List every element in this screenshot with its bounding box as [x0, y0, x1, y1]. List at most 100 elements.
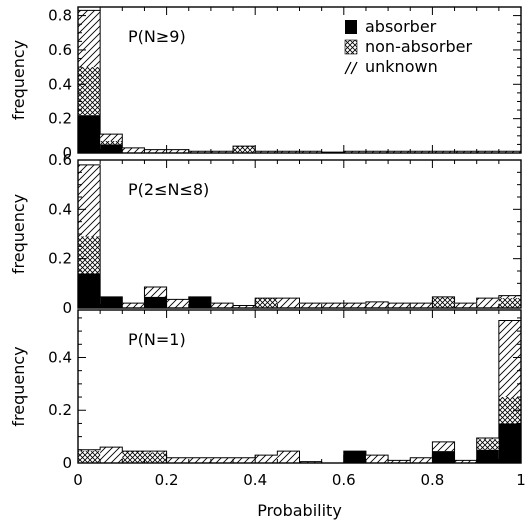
bar-unknown-p3-bin19	[498, 320, 521, 398]
bar-non-absorber-p3-bin3	[144, 452, 167, 463]
x-tick-label: 0.4	[243, 471, 267, 489]
y-axis-label-p1: frequency	[9, 40, 28, 120]
bar-unknown-p3-bin15	[410, 457, 433, 463]
bar-unknown-p2-bin15	[410, 303, 433, 308]
bar-non-absorber-p2-bin16	[432, 296, 455, 308]
x-tick-label: 0	[73, 471, 83, 489]
bar-absorber-p3-bin19	[498, 423, 521, 463]
x-tick-label: 1	[516, 471, 526, 489]
bar-absorber-p2-bin1	[100, 296, 123, 308]
bar-unknown-p2-bin2	[122, 303, 145, 308]
histogram-outline-p2	[77, 164, 522, 308]
bar-unknown-p2-bin0	[78, 164, 101, 237]
bar-unknown-p1-bin16	[432, 151, 455, 153]
bar-unknown-p1-bin14	[388, 151, 411, 153]
y-tick-label-p2: 0	[62, 299, 72, 317]
bar-unknown-p1-bin10	[299, 151, 322, 153]
bar-non-absorber-p2-bin19	[498, 298, 521, 308]
bar-unknown-p1-bin18	[476, 151, 499, 153]
bar-unknown-p3-bin13	[365, 455, 389, 463]
y-tick-label-p1: 0.2	[48, 110, 72, 128]
bar-non-absorber-p3-bin18	[476, 439, 499, 450]
bar-unknown-p3-bin14	[388, 460, 411, 463]
legend-swatch-unknown	[344, 61, 358, 75]
bar-non-absorber-p1-bin0	[78, 67, 101, 116]
bar-unknown-p1-bin6	[210, 151, 234, 153]
bar-unknown-p2-bin17	[454, 303, 477, 308]
bar-absorber-p1-bin0	[78, 115, 101, 153]
bar-unknown-p2-bin18	[476, 298, 499, 308]
bar-non-absorber-p3-bin0	[78, 451, 101, 463]
y-tick-label-p2: 0.4	[48, 200, 72, 218]
bar-absorber-p2-bin0	[78, 273, 101, 308]
bar-absorber-p3-bin12	[343, 451, 366, 463]
bar-unknown-p2-bin7	[233, 305, 256, 308]
bar-unknown-p1-bin19	[498, 151, 521, 153]
bar-unknown-p1-bin0	[78, 10, 101, 68]
bar-unknown-p2-bin4	[166, 299, 189, 308]
bar-unknown-p2-bin3	[144, 287, 167, 297]
y-tick-label-p1: 0	[62, 144, 72, 162]
legend-label-unknown: unknown	[365, 57, 438, 76]
bar-non-absorber-p1-bin7	[233, 146, 256, 153]
bar-unknown-p3-bin8	[255, 455, 278, 463]
bar-unknown-p1-bin15	[410, 151, 433, 153]
bar-unknown-p2-bin6	[210, 303, 234, 308]
bar-absorber-p3-bin18	[476, 449, 499, 463]
chart-layer: 0 0.2 0.4 0.6 0.8 frequency P(N≥9) absorbernon-…	[9, 6, 526, 520]
bar-unknown-p3-bin7	[233, 457, 256, 463]
y-tick-label-p1: 0.6	[48, 41, 72, 59]
bar-unknown-p2-bin11	[321, 303, 344, 308]
bar-unknown-p1-bin17	[454, 151, 477, 153]
bar-non-absorber-p1-bin1	[100, 140, 123, 145]
x-tick-label: 0.6	[332, 471, 356, 489]
bar-absorber-p1-bin1	[100, 144, 123, 153]
y-tick-label-p1: 0.8	[48, 7, 72, 25]
bar-unknown-p2-bin12	[343, 303, 366, 308]
bar-absorber-p2-bin5	[188, 296, 211, 308]
legend-swatch-non-absorber	[344, 39, 358, 55]
bar-unknown-p2-bin19	[498, 295, 521, 299]
bar-non-absorber-p2-bin0	[78, 236, 101, 274]
panel-annotation-p3: P(N=1)	[128, 330, 186, 349]
panel-annotation-p1: P(N≥9)	[128, 27, 186, 46]
bar-unknown-p1-bin13	[365, 151, 389, 153]
legend-label-non-absorber: non-absorber	[365, 37, 473, 56]
bar-unknown-p3-bin16	[432, 441, 455, 452]
bar-unknown-p1-bin2	[122, 147, 145, 153]
bar-absorber-p2-bin3	[144, 296, 167, 308]
bar-non-absorber-p3-bin19	[498, 397, 521, 424]
bar-non-absorber-p2-bin8	[255, 298, 278, 308]
bar-unknown-p3-bin4	[166, 457, 189, 463]
bar-unknown-p1-bin8	[255, 151, 278, 153]
x-axis-label: Probability	[257, 501, 342, 520]
legend-swatch-absorber	[345, 20, 357, 34]
x-tick-label: 0.8	[420, 471, 444, 489]
bar-unknown-p1-bin12	[343, 151, 366, 153]
bar-unknown-p3-bin6	[210, 457, 234, 463]
y-tick-label-p2: 0.6	[48, 151, 72, 169]
y-axis-label-p3: frequency	[9, 346, 28, 426]
y-tick-label-p3: 0.4	[48, 348, 72, 366]
y-tick-label-p1: 0.4	[48, 75, 72, 93]
bar-unknown-p1-bin9	[277, 151, 300, 153]
bar-unknown-p2-bin10	[299, 303, 322, 308]
bar-absorber-p3-bin16	[432, 451, 455, 463]
bar-unknown-p2-bin9	[277, 298, 300, 308]
bar-unknown-p3-bin0	[78, 449, 101, 452]
bar-unknown-p2-bin14	[388, 303, 411, 308]
bar-unknown-p2-bin13	[365, 301, 389, 308]
bar-unknown-p3-bin3	[144, 451, 167, 453]
bar-unknown-p1-bin5	[188, 151, 211, 153]
bar-unknown-p3-bin9	[277, 451, 300, 463]
x-tick-label: 0.2	[155, 471, 179, 489]
bar-unknown-p3-bin5	[188, 457, 211, 463]
legend-label-absorber: absorber	[365, 17, 437, 36]
bar-unknown-p1-bin1	[100, 134, 123, 141]
bar-unknown-p3-bin18	[476, 437, 499, 440]
y-axis-label-p2: frequency	[9, 194, 28, 274]
y-tick-label-p3: 0	[62, 454, 72, 472]
panel-annotation-p2: P(2≤N≤8)	[128, 180, 209, 199]
y-tick-label-p2: 0.2	[48, 250, 72, 268]
